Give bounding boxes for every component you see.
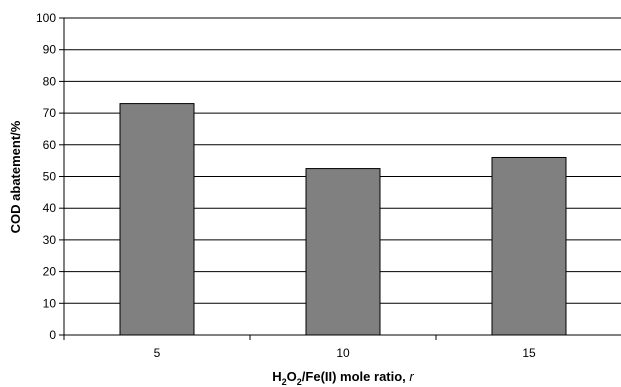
y-tick-label: 70 <box>43 106 57 120</box>
x-tick-label: 15 <box>522 346 536 360</box>
x-tick-label: 5 <box>154 346 161 360</box>
bar-5 <box>119 103 195 336</box>
axes <box>59 17 621 340</box>
x-axis-title: H2O2/Fe(II) mole ratio, r <box>272 369 414 387</box>
y-tick-label: 100 <box>36 11 56 25</box>
x-axis-title-subscript-1: 2 <box>282 377 287 387</box>
y-tick-label: 60 <box>43 138 57 152</box>
y-axis-title: COD abatement/% <box>8 120 23 233</box>
y-tick-label: 40 <box>43 201 57 215</box>
y-tick-label: 30 <box>43 233 57 247</box>
x-tick-label: 10 <box>336 346 350 360</box>
bar-10 <box>305 168 381 336</box>
x-axis-title-part-1: H <box>272 369 281 384</box>
x-tick-labels: 5 10 15 <box>154 346 536 360</box>
y-tick-label: 50 <box>43 170 57 184</box>
y-tick-label: 80 <box>43 74 57 88</box>
bars <box>119 103 567 336</box>
y-tick-label: 0 <box>49 328 56 342</box>
bar-15 <box>491 156 567 336</box>
x-axis-title-part-2: O <box>287 369 297 384</box>
y-tick-label: 10 <box>43 296 57 310</box>
x-axis-title-italic: r <box>409 369 414 384</box>
y-tick-labels: 0 10 20 30 40 50 60 70 80 90 100 <box>36 11 56 342</box>
x-axis-title-part-3: /Fe(II) mole ratio, <box>302 369 410 384</box>
y-tick-label: 20 <box>43 265 57 279</box>
x-axis-title-subscript-2: 2 <box>297 377 302 387</box>
y-tick-label: 90 <box>43 43 57 57</box>
